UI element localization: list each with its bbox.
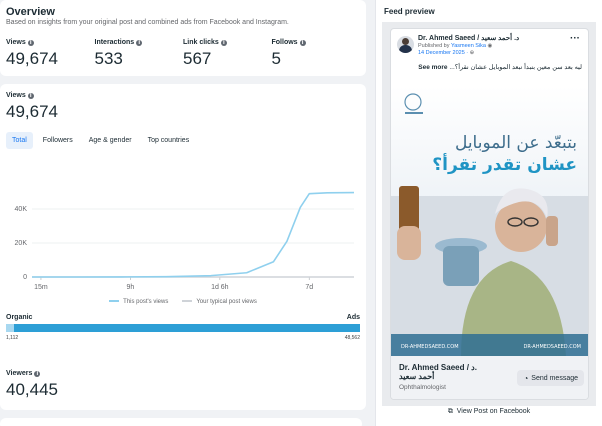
post-caption: ليه بعد سن معين بنبدأ نبعد الموبايل عشان… [391,61,588,85]
published-by-prefix: Published by [418,43,450,49]
ads-value: 48,562 [344,335,360,341]
tab-age-gender[interactable]: Age & gender [88,137,132,144]
info-icon[interactable]: i [220,39,227,46]
send-message-button[interactable]: ◔ Send message [517,370,584,386]
viewers-value: 40,445 [6,380,58,399]
x-tick-label: 15m [34,284,48,291]
metric-follows-value: 5 [271,49,281,68]
published-by: Published by Yasmeen Sika ◉ [418,43,492,49]
this-post-views-line [32,191,355,278]
viewers-block: Viewers i 40,445 [6,370,58,400]
post-date-text: 14 December 2025 [418,50,465,56]
legend-swatch-this-post [109,300,120,303]
avatar[interactable] [397,36,414,53]
metric-follows-label: Follows [271,39,298,46]
organic-ads-bar [6,324,360,332]
y-tick-label: 0 [23,274,27,281]
metric-views-label: Views [6,39,26,46]
metric-views: Views i 49,674 [6,39,95,69]
messenger-icon: ◔ [523,373,529,383]
image-headline-1: بتبعّد عن الموبايل [455,133,577,153]
metric-views-value: 49,674 [6,49,58,68]
post-image-art: بتبعّد عن الموبايل عشان تقدر تقرأ؟ DR-AH… [391,93,588,356]
verified-icon: ◉ [487,43,493,49]
see-more-link[interactable]: See more [418,64,448,71]
tab-total[interactable]: Total [6,132,33,149]
tab-top-countries[interactable]: Top countries [147,137,190,144]
y-tick-label: 20K [15,240,28,247]
image-website-left: DR-AHMEDSAEED.COM [401,344,459,350]
view-on-facebook-link[interactable]: ⧉ View Post on Facebook [382,408,596,416]
info-icon[interactable]: i [136,39,143,46]
legend-item-typical: Your typical post views [182,299,257,305]
overview-title: Overview [6,6,55,18]
organic-bar-fill [6,324,14,332]
more-dots-icon[interactable]: ··· [570,33,580,44]
post-preview: Dr. Ahmed Saeed / د. أحمد سعيد Published… [390,28,589,400]
page-name[interactable]: Dr. Ahmed Saeed / د. أحمد سعيد [418,35,520,42]
chart-legend: This post's views Your typical post view… [0,299,366,305]
globe-icon: ⊕ [469,50,475,56]
metric-interactions-label: Interactions [94,39,135,46]
image-website-right: DR-AHMEDSAEED.COM [523,344,581,350]
organic-value: 1,112 [6,335,19,341]
post-image[interactable]: بتبعّد عن الموبايل عشان تقدر تقرأ؟ DR-AH… [391,86,588,356]
send-message-label: Send message [531,374,578,382]
metric-link-clicks-label: Link clicks [183,39,219,46]
post-footer: Dr. Ahmed Saeed / د. أحمد سعيد Ophthalmo… [391,356,588,399]
metric-link-clicks: Link clicks i 567 [183,39,272,69]
info-icon[interactable]: i [34,370,41,377]
publisher-name[interactable]: Yasmeen Sika [450,43,486,49]
feed-preview-title: Feed preview [384,7,435,16]
overview-card: Overview Based on insights from your ori… [0,0,366,76]
x-tick-label: 7d [305,284,313,291]
info-icon[interactable]: i [27,92,34,99]
viewers-label: Viewers [6,370,33,377]
metric-interactions: Interactions i 533 [95,39,184,69]
image-headline-2: عشان تقدر تقرأ؟ [432,153,577,175]
feed-preview-panel: Feed preview Dr. Ahmed Saeed / د. أحمد س… [375,0,602,426]
info-icon[interactable]: i [27,39,34,46]
organic-label: Organic [6,314,33,321]
tab-followers[interactable]: Followers [42,137,73,144]
legend-item-this-post: This post's views [109,299,168,305]
legend-label-this-post: This post's views [123,299,169,305]
footer-page-category: Ophthalmologist [399,384,446,391]
footer-page-name[interactable]: Dr. Ahmed Saeed / د. [399,363,477,372]
x-tick-label: 1d 6h [211,284,229,291]
views-value: 49,674 [6,102,58,121]
next-card [0,418,362,426]
legend-label-typical: Your typical post views [196,299,257,305]
caption-text: ليه بعد سن معين بنبدأ نبعد الموبايل عشان… [449,64,582,71]
ads-label: Ads [346,314,360,321]
views-card: Views i 49,674 Total Followers Age & gend… [0,84,366,410]
x-tick-label: 9h [126,284,134,291]
organic-ads-distribution: Organic Ads 1,112 48,562 [6,314,360,341]
metric-follows: Follows i 5 [272,39,361,69]
footer-page-name-arabic[interactable]: أحمد سعيد [399,372,435,381]
external-link-icon: ⧉ [447,408,453,415]
metric-link-clicks-value: 567 [183,49,212,68]
legend-swatch-typical [182,300,193,303]
view-on-facebook-label: View Post on Facebook [456,408,531,415]
metric-interactions-value: 533 [94,49,123,68]
post-date[interactable]: 14 December 2025 · ⊕ [418,50,475,56]
info-icon[interactable]: i [299,39,306,46]
overview-metrics: Views i 49,674 Interactions i 533 Link cli… [6,39,360,69]
views-tabs: Total Followers Age & gender Top countri… [6,132,360,149]
views-label: Views [6,92,26,99]
views-line-chart: 0 20K 40K 15m 9h 1d 6h 7d [15,191,355,291]
post-header: Dr. Ahmed Saeed / د. أحمد سعيد Published… [391,29,588,61]
overview-subtitle: Based on insights from your original pos… [6,19,289,26]
y-tick-label: 40K [15,206,28,213]
